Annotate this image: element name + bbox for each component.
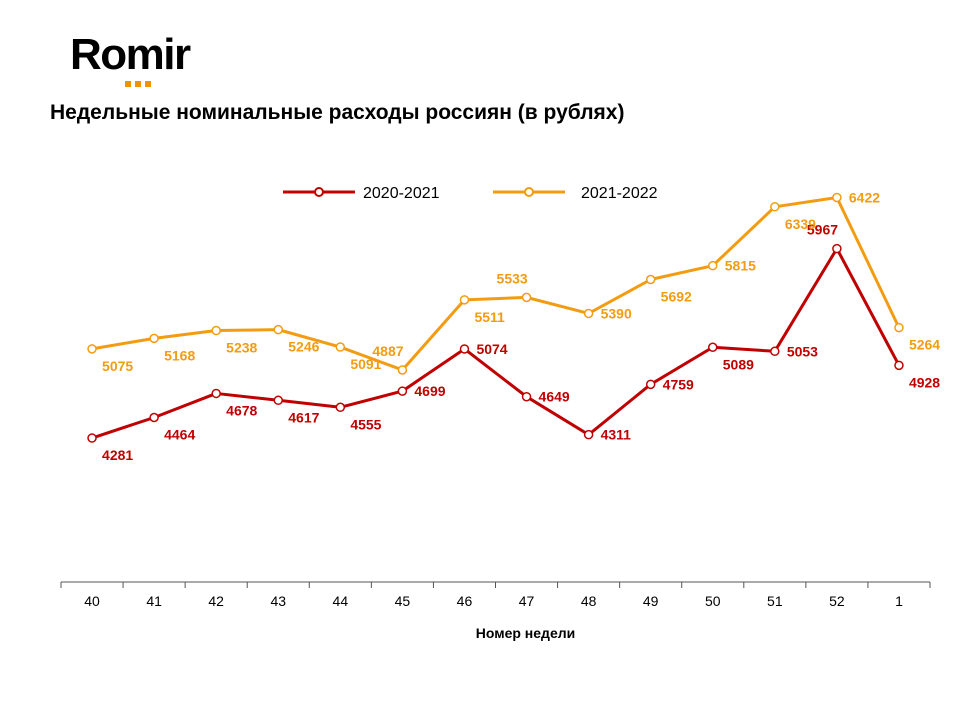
x-tick-label: 52 [829, 593, 845, 609]
data-point [770, 202, 780, 212]
x-tick-label: 45 [395, 593, 411, 609]
data-point [211, 325, 221, 336]
x-tick-label: 42 [208, 593, 224, 609]
data-point [521, 292, 532, 303]
data-label: 5533 [497, 270, 528, 286]
data-point [397, 365, 408, 375]
x-tick-label: 48 [581, 593, 597, 609]
romir-logo-dots [125, 74, 155, 92]
x-axis-title: Номер недели [476, 625, 575, 641]
data-label: 5246 [288, 339, 319, 355]
data-label: 4887 [372, 343, 403, 359]
data-point [211, 388, 221, 399]
data-point [397, 386, 408, 396]
x-tick-label: 51 [767, 593, 783, 609]
data-point [645, 379, 656, 390]
data-label: 5264 [909, 337, 940, 353]
data-point [645, 274, 656, 285]
data-point [87, 433, 97, 443]
x-tick-label: 50 [705, 593, 721, 609]
data-label: 5053 [787, 343, 818, 359]
data-point [894, 360, 904, 371]
data-point [335, 402, 346, 413]
data-label: 5511 [474, 309, 505, 325]
x-tick-label: 41 [146, 593, 162, 609]
data-point [87, 344, 97, 354]
data-point [273, 324, 283, 335]
data-label: 5692 [661, 289, 692, 305]
data-point [149, 333, 159, 344]
x-tick-label: 44 [333, 593, 349, 609]
data-point [894, 322, 904, 333]
data-point [459, 344, 470, 354]
data-point [273, 395, 283, 406]
series-line-2021-2022 [91, 195, 901, 372]
data-label: 4759 [663, 376, 694, 392]
data-label: 5075 [102, 358, 133, 374]
data-point [583, 429, 594, 440]
data-point [770, 346, 780, 357]
data-label: 4617 [288, 409, 319, 425]
data-label: 5089 [723, 356, 754, 372]
data-point [149, 412, 159, 423]
data-label: 4928 [909, 374, 940, 390]
data-label: 5238 [226, 340, 257, 356]
legend-label: 2021-2022 [581, 185, 658, 202]
legend-label: 2020-2021 [363, 185, 440, 202]
series-line-2020-2021 [91, 247, 901, 440]
data-point [459, 295, 470, 305]
data-label: 5967 [807, 222, 838, 238]
data-label: 5091 [350, 356, 381, 372]
data-label: 6422 [849, 189, 880, 205]
legend-marker-2021-2022 [524, 187, 534, 197]
romir-logo: Romir [70, 30, 191, 80]
data-label: 5074 [476, 341, 507, 357]
legend-marker-2020-2021 [314, 187, 324, 197]
x-tick-label: 40 [84, 593, 100, 609]
data-point [708, 260, 718, 271]
data-point [583, 308, 594, 319]
data-label: 5168 [164, 347, 195, 363]
data-point [708, 342, 718, 353]
data-label: 4678 [226, 402, 257, 418]
x-tick-label: 1 [895, 593, 903, 609]
data-point [335, 342, 346, 352]
data-label: 6339 [785, 216, 816, 232]
data-label: 4281 [102, 447, 133, 463]
data-point [521, 391, 532, 402]
data-label: 4311 [601, 427, 632, 443]
romir-logo-text: Romir [70, 30, 191, 79]
data-label: 5390 [601, 305, 632, 321]
x-tick-label: 43 [270, 593, 286, 609]
data-label: 4555 [350, 416, 381, 432]
data-label: 4699 [414, 383, 445, 399]
x-tick-label: 47 [519, 593, 535, 609]
data-label: 4464 [164, 426, 195, 442]
data-label: 5815 [725, 258, 756, 274]
chart-title: Недельные номинальные расходы россиян (в… [50, 101, 625, 124]
data-point [832, 243, 842, 254]
data-label: 4649 [539, 389, 570, 405]
x-tick-label: 46 [457, 593, 473, 609]
data-point [832, 192, 842, 203]
x-tick-label: 49 [643, 593, 659, 609]
